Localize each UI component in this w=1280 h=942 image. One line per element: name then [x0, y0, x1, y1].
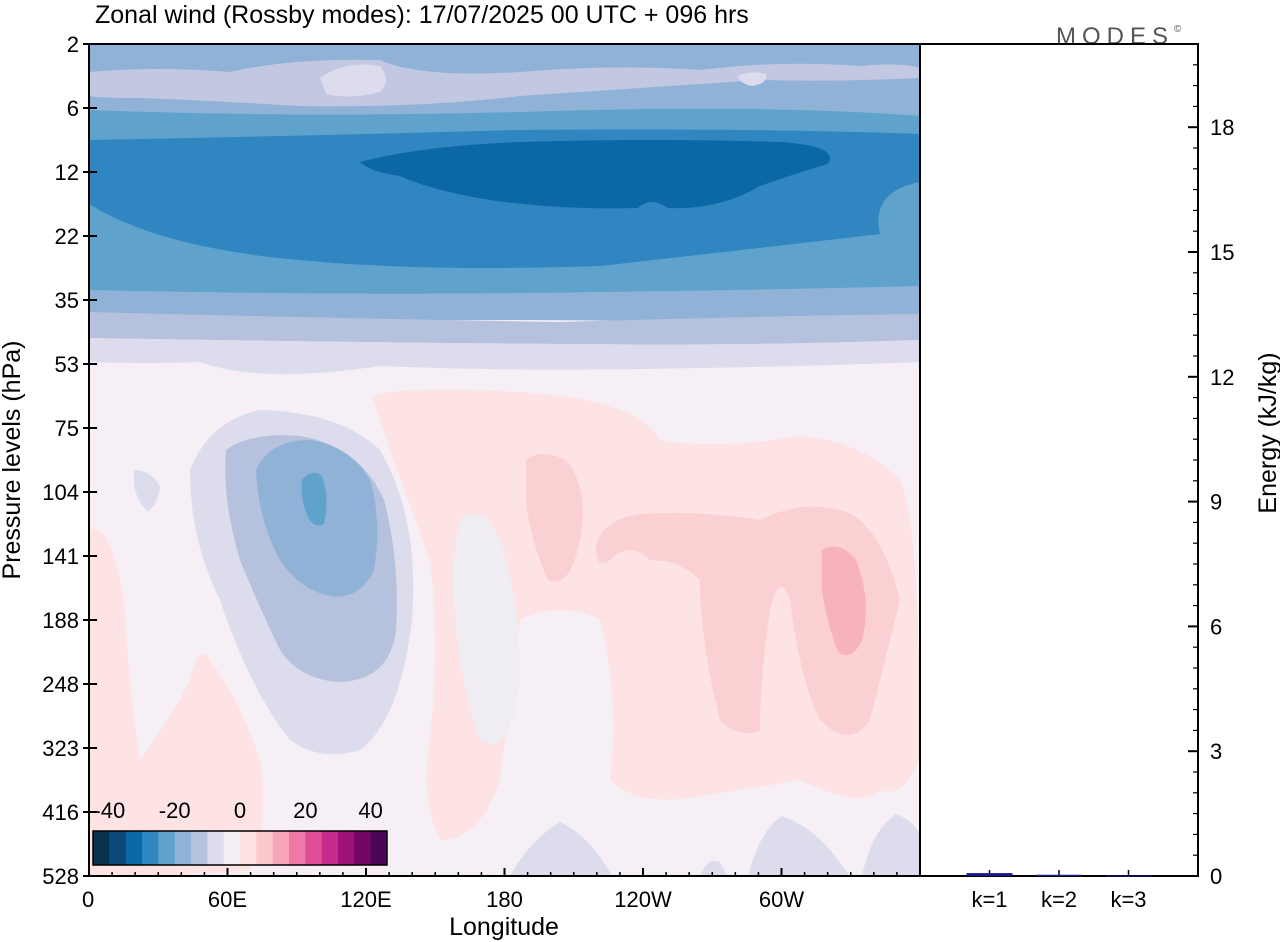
x-tick-label: 0	[82, 887, 94, 912]
contour-plot	[89, 44, 920, 876]
y-tick-label: 104	[42, 480, 79, 505]
energy-bar	[1036, 874, 1082, 876]
colorbar-swatch	[125, 831, 143, 865]
colorbar-tick-label: 40	[358, 798, 382, 823]
colorbar-swatch	[338, 831, 355, 865]
y-tick-label: 323	[42, 736, 79, 761]
energy-category-label: k=1	[971, 887, 1007, 912]
x-tick-label: 180	[486, 887, 523, 912]
chart-title: Zonal wind (Rossby modes): 17/07/2025 00…	[95, 1, 749, 29]
pink-west	[89, 528, 264, 876]
blob-lavender-small	[134, 470, 160, 512]
energy-tick-label: 18	[1210, 115, 1234, 140]
bottom-lavender-3	[748, 816, 850, 876]
y-tick-label: 12	[55, 160, 79, 185]
x-tick-label: 120E	[340, 887, 391, 912]
y-tick-label: 75	[55, 416, 79, 441]
colorbar: -40 -20 0 20 40	[92, 798, 388, 866]
x-axis: 0 60E 120E 180 120W 60W	[82, 868, 898, 912]
y-tick-label: 22	[55, 224, 79, 249]
pink-wide	[372, 389, 920, 840]
colorbar-swatch	[191, 831, 208, 865]
bottom-lavender-1	[510, 822, 612, 876]
colorbar-tick-label: 20	[293, 798, 317, 823]
x-tick-label: 60E	[208, 887, 247, 912]
modes-logo-text: MODES	[1056, 23, 1174, 50]
bottom-lavender-4	[862, 814, 920, 876]
energy-tick-label: 6	[1210, 614, 1222, 639]
colorbar-swatch	[142, 831, 159, 865]
energy-category-label: k=2	[1041, 887, 1077, 912]
colorbar-swatch	[223, 831, 241, 865]
energy-tick-label: 0	[1210, 864, 1222, 889]
colorbar-swatch	[109, 831, 127, 865]
colorbar-tick-label: -40	[93, 798, 125, 823]
colorbar-swatch	[256, 831, 274, 865]
blob-whiteish-top	[320, 64, 386, 97]
band-lavender-top	[89, 59, 920, 107]
colorbar-swatch	[354, 831, 372, 865]
colorbar-swatch	[305, 831, 323, 865]
colorbar-tick-label: 0	[234, 798, 246, 823]
modes-logo: MODES©	[1056, 23, 1187, 50]
energy-bars: k=1 k=2 k=3	[966, 870, 1152, 912]
y-tick-label: 141	[42, 544, 79, 569]
colorbar-swatch	[240, 831, 257, 865]
y-tick-label: 188	[42, 608, 79, 633]
y-tick-label: 35	[55, 288, 79, 313]
energy-axis: 0 3 6 9 12 15 18	[1188, 64, 1234, 889]
energy-tick-label: 12	[1210, 365, 1234, 390]
y-tick-label: 528	[42, 864, 79, 889]
energy-bar	[966, 873, 1013, 876]
lavender-whiteish-col	[453, 513, 520, 744]
colorbar-swatch	[321, 831, 339, 865]
y-tick-label: 416	[42, 800, 79, 825]
energy-tick-label: 9	[1210, 490, 1222, 515]
energy-category-label: k=3	[1110, 887, 1146, 912]
energy-bar	[1105, 875, 1152, 877]
bottom-lavender-2	[700, 860, 728, 876]
colorbar-swatch	[370, 831, 388, 865]
blob-core	[301, 472, 327, 526]
energy-tick-label: 15	[1210, 240, 1234, 265]
y-axis: 2 6 12 22 35 53 75 104 141 188 248 323 416 528	[42, 32, 97, 889]
energy-tick-label: 3	[1210, 739, 1222, 764]
colorbar-swatch	[158, 831, 176, 865]
colorbar-border	[92, 830, 388, 866]
y-tick-label: 53	[55, 352, 79, 377]
x-tick-label: 60W	[759, 887, 804, 912]
salmon-1	[526, 454, 583, 582]
modes-logo-mark: ©	[1174, 24, 1187, 35]
y-tick-label: 2	[67, 32, 79, 57]
y-tick-label: 248	[42, 672, 79, 697]
energy-axis-label: Energy (kJ/kg)	[1254, 352, 1280, 513]
blob-whiteish-top2	[738, 72, 767, 86]
y-axis-label: Pressure levels (hPa)	[0, 341, 26, 580]
salmon-core	[822, 546, 866, 656]
colorbar-swatch	[207, 831, 225, 865]
energy-frame	[919, 43, 1199, 877]
y-tick-label: 6	[67, 96, 79, 121]
band-lavender-lower	[89, 338, 920, 375]
colorbar-swatch	[289, 831, 306, 865]
x-tick-label: 120W	[614, 887, 672, 912]
colorbar-swatch	[174, 831, 192, 865]
colorbar-swatch	[272, 831, 290, 865]
colorbar-tick-label: -20	[159, 798, 191, 823]
band-light-lower	[89, 312, 920, 345]
x-axis-label: Longitude	[449, 913, 559, 941]
colorbar-swatch	[93, 831, 110, 865]
jet-core	[360, 140, 830, 209]
